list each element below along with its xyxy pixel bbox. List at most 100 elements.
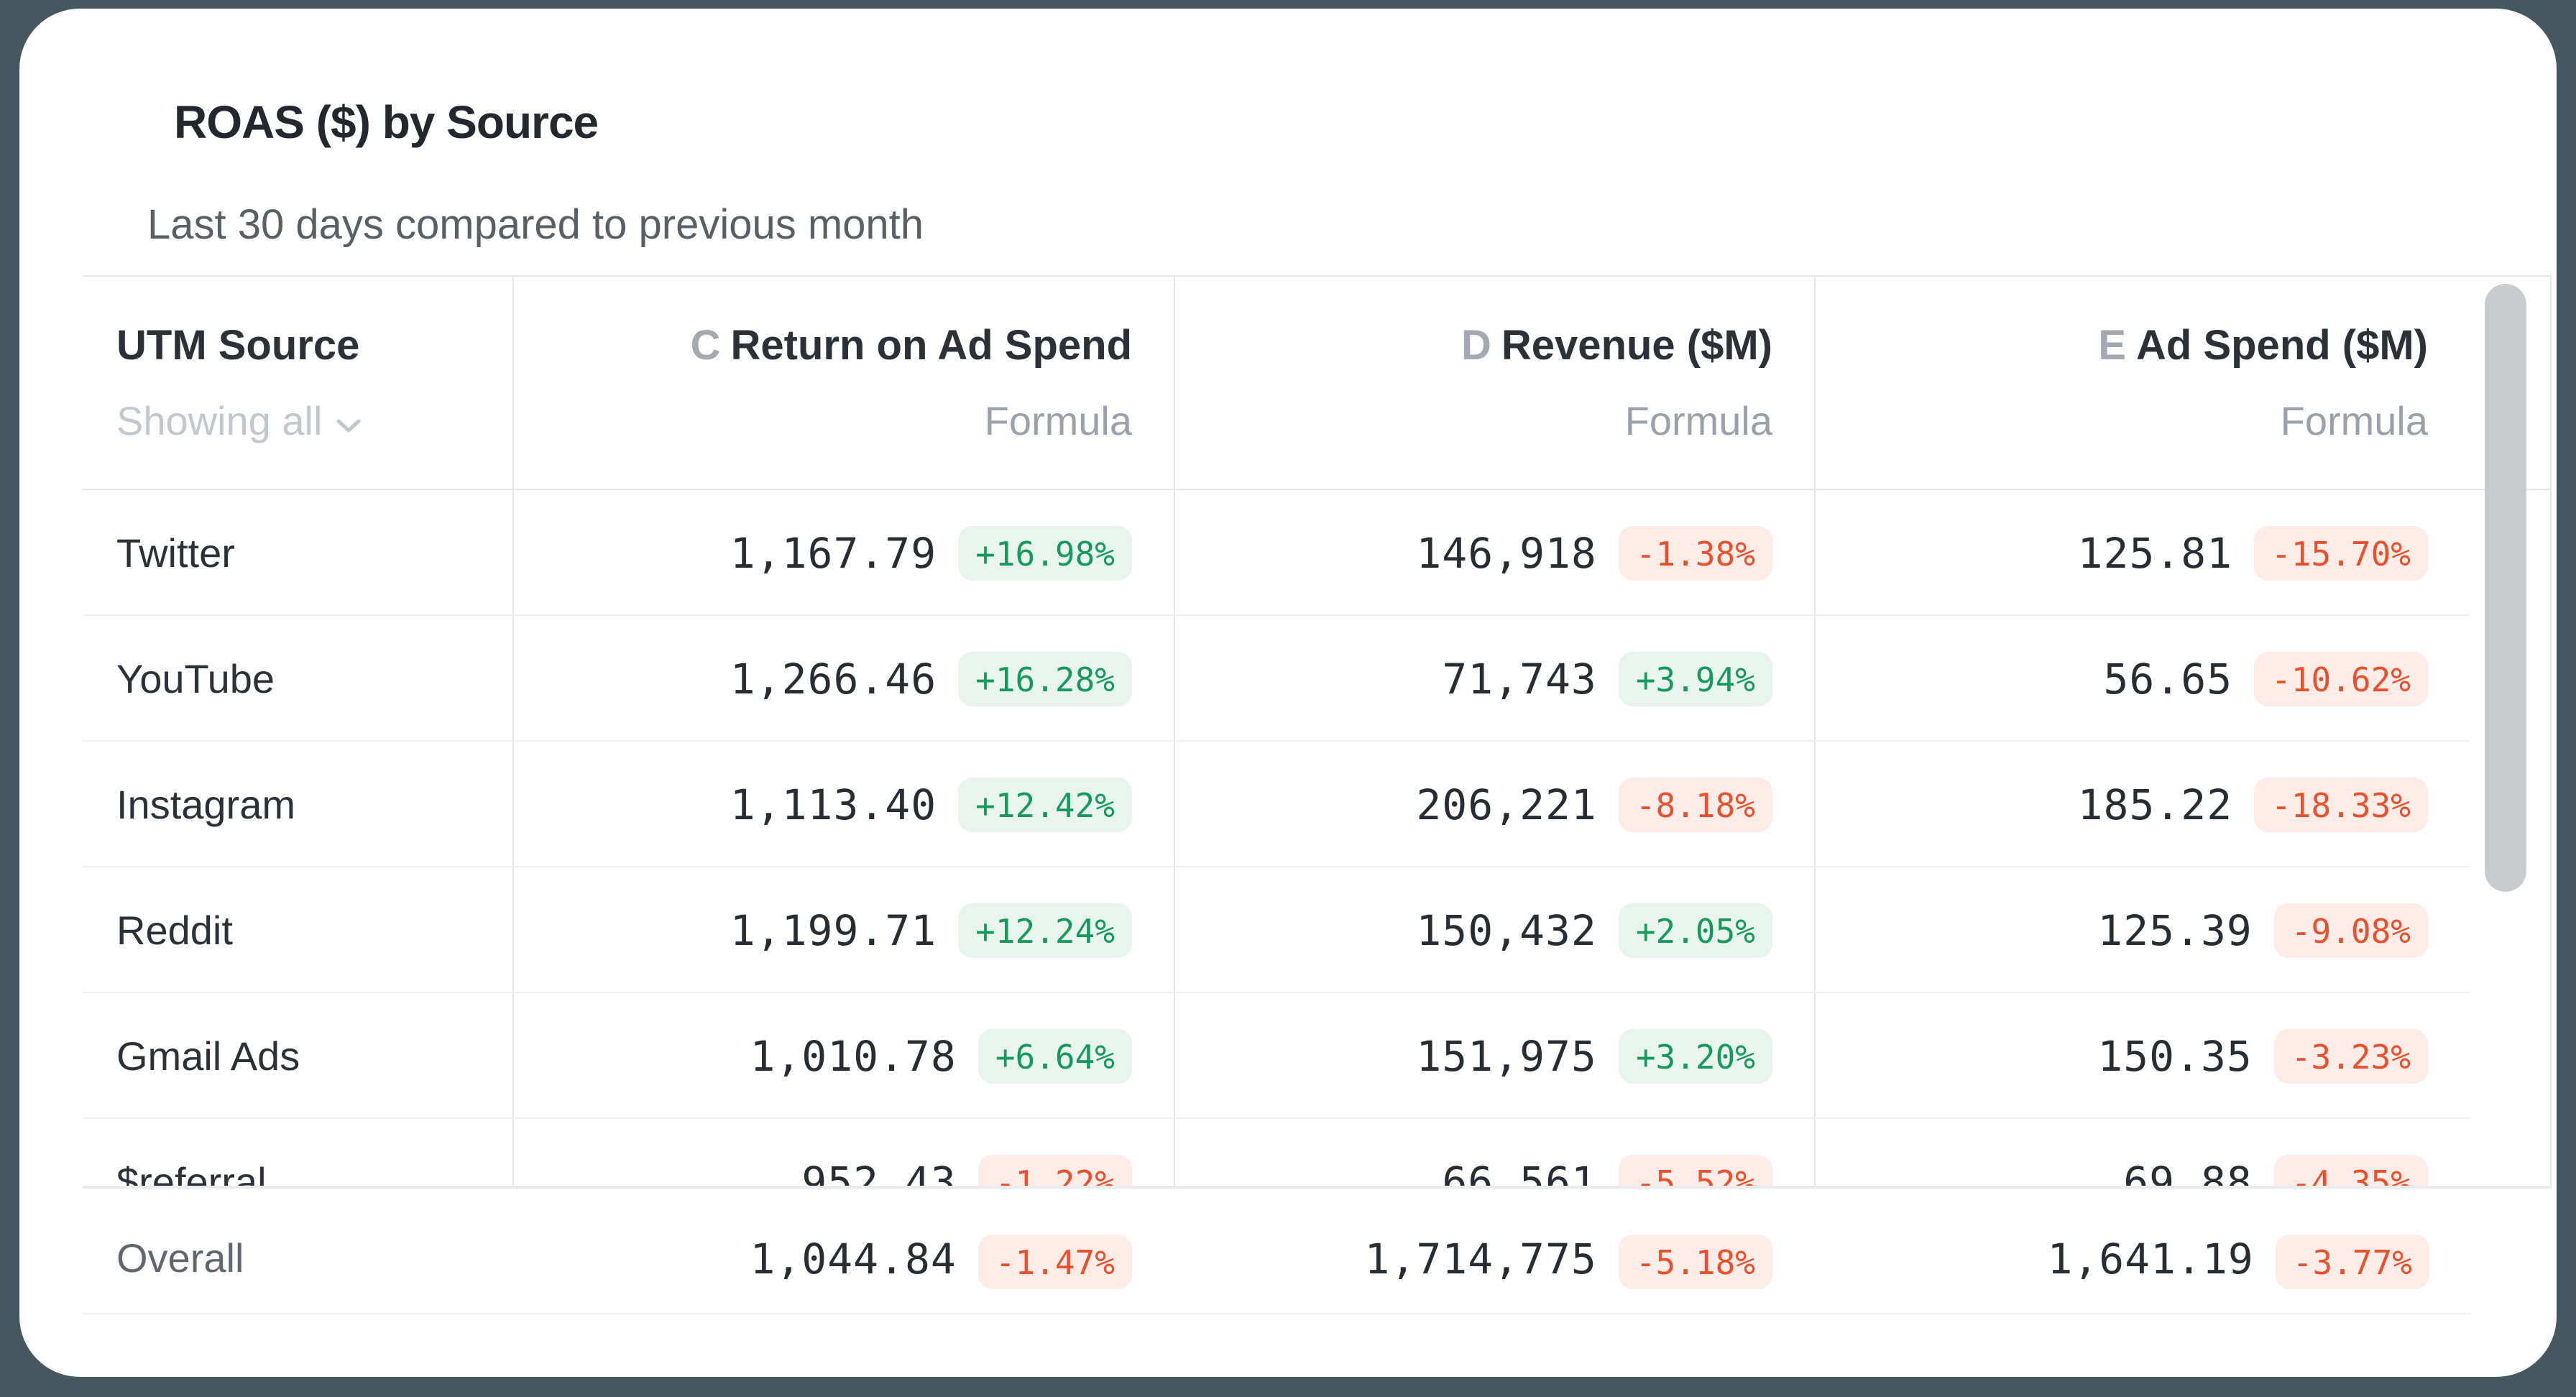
revenue-delta-badge: +3.20%: [1618, 1028, 1772, 1084]
adspend-cell[interactable]: 125.81 -15.70%: [1814, 490, 2550, 616]
adspend-value: 185.22: [2077, 780, 2233, 829]
roas-widget-card: ROAS ($) by Source Last 30 days compared…: [19, 9, 2557, 1377]
roas-cell[interactable]: 1,199.71 +12.24%: [512, 867, 1174, 993]
table-row: Gmail Ads 1,010.78 +6.64% 151,975 +3.20%…: [83, 993, 2550, 1119]
revenue-value: 150,432: [1416, 905, 1597, 955]
revenue-value: 146,918: [1416, 528, 1597, 578]
source-cell[interactable]: $referral: [83, 1119, 512, 1186]
roas-table: UTM Source Showing all C Return on Ad Spe…: [83, 275, 2552, 1314]
revenue-cell[interactable]: 206,221 -8.18%: [1174, 742, 1814, 867]
table-footer: Overall 1,044.84 -1.47% 1,714,775 -5.18%…: [83, 1186, 2552, 1314]
revenue-header-label: D Revenue ($M): [1461, 321, 1772, 369]
revenue-delta-badge: -5.52%: [1618, 1154, 1772, 1186]
adspend-cell[interactable]: 185.22 -18.33%: [1814, 742, 2550, 867]
adspend-formula-label: Formula: [2280, 397, 2428, 443]
adspend-cell[interactable]: 69.88 -4.35%: [1814, 1119, 2550, 1186]
revenue-delta-badge: -5.18%: [1618, 1235, 1772, 1289]
roas-value: 1,010.78: [750, 1031, 957, 1081]
revenue-cell[interactable]: 1,714,775 -5.18%: [1174, 1189, 1814, 1314]
adspend-value: 56.65: [2103, 654, 2233, 704]
source-label: YouTube: [116, 656, 275, 701]
revenue-delta-badge: -8.18%: [1618, 777, 1772, 832]
adspend-value: 1,641.19: [2047, 1235, 2254, 1283]
table-header-row: UTM Source Showing all C Return on Ad Spe…: [83, 275, 2552, 490]
column-header-adspend[interactable]: E Ad Spend ($M) Formula: [1814, 277, 2550, 489]
roas-delta-badge: +6.64%: [978, 1028, 1132, 1084]
source-cell[interactable]: Instagram: [83, 742, 512, 867]
roas-delta-badge: -1.47%: [978, 1235, 1132, 1289]
roas-value: 952.43: [801, 1157, 957, 1186]
roas-value: 1,113.40: [730, 780, 937, 829]
roas-delta-badge: +16.28%: [958, 651, 1132, 706]
revenue-cell[interactable]: 71,743 +3.94%: [1174, 616, 1814, 742]
source-label: $referral: [116, 1159, 267, 1186]
table-row: YouTube 1,266.46 +16.28% 71,743 +3.94% 5…: [83, 616, 2550, 742]
revenue-value: 1,714,775: [1364, 1235, 1597, 1283]
table-row: Twitter 1,167.79 +16.98% 146,918 -1.38% …: [83, 490, 2550, 616]
roas-delta-badge: +12.24%: [958, 903, 1132, 958]
adspend-value: 125.39: [2097, 905, 2253, 955]
column-header-roas[interactable]: C Return on Ad Spend Formula: [512, 277, 1174, 489]
source-cell[interactable]: Overall: [83, 1189, 512, 1314]
roas-cell[interactable]: 1,010.78 +6.64%: [512, 993, 1174, 1119]
source-label: Overall: [116, 1235, 244, 1281]
table-row: $referral 952.43 -1.22% 66,561 -5.52% 69…: [83, 1119, 2550, 1186]
adspend-cell[interactable]: 125.39 -9.08%: [1814, 867, 2550, 993]
column-header-revenue[interactable]: D Revenue ($M) Formula: [1174, 277, 1814, 489]
revenue-cell[interactable]: 146,918 -1.38%: [1174, 490, 1814, 616]
adspend-value: 125.81: [2077, 528, 2233, 578]
adspend-delta-badge: -4.35%: [2273, 1154, 2428, 1186]
revenue-delta-badge: -1.38%: [1618, 525, 1772, 581]
revenue-cell[interactable]: 66,561 -5.52%: [1174, 1119, 1814, 1186]
roas-delta-badge: +12.42%: [958, 777, 1132, 832]
revenue-cell[interactable]: 151,975 +3.20%: [1174, 993, 1814, 1119]
source-filter-dropdown[interactable]: Showing all: [116, 397, 362, 443]
source-cell[interactable]: Reddit: [83, 867, 512, 993]
roas-cell[interactable]: 1,266.46 +16.28%: [512, 616, 1174, 742]
source-label: Instagram: [116, 782, 295, 827]
roas-delta-badge: -1.22%: [978, 1154, 1132, 1186]
adspend-delta-badge: -10.62%: [2254, 651, 2428, 706]
table-row: Instagram 1,113.40 +12.42% 206,221 -8.18…: [83, 742, 2550, 867]
roas-cell[interactable]: 1,044.84 -1.47%: [512, 1189, 1174, 1314]
roas-cell[interactable]: 952.43 -1.22%: [512, 1119, 1174, 1186]
widget-title: ROAS ($) by Source: [174, 96, 599, 148]
adspend-value: 150.35: [2097, 1031, 2253, 1081]
source-label: Twitter: [116, 530, 235, 576]
revenue-delta-badge: +3.94%: [1618, 651, 1772, 706]
chevron-down-icon: [335, 399, 362, 443]
adspend-header-label: E Ad Spend ($M): [2098, 321, 2428, 369]
column-letter-c: C: [690, 321, 721, 369]
column-letter-e: E: [2098, 321, 2127, 369]
source-label: Reddit: [116, 908, 233, 953]
source-cell[interactable]: Twitter: [83, 490, 512, 616]
revenue-cell[interactable]: 150,432 +2.05%: [1174, 867, 1814, 993]
adspend-cell[interactable]: 150.35 -3.23%: [1814, 993, 2550, 1119]
source-cell[interactable]: Gmail Ads: [83, 993, 512, 1119]
revenue-formula-label: Formula: [1624, 397, 1772, 443]
revenue-value: 206,221: [1416, 780, 1597, 829]
adspend-delta-badge: -18.33%: [2254, 777, 2428, 832]
revenue-delta-badge: +2.05%: [1618, 903, 1772, 958]
revenue-value: 66,561: [1442, 1157, 1597, 1186]
widget-subtitle: Last 30 days compared to previous month: [147, 201, 924, 248]
table-body: Twitter 1,167.79 +16.98% 146,918 -1.38% …: [83, 490, 2552, 1186]
adspend-value: 69.88: [2123, 1157, 2253, 1186]
roas-cell[interactable]: 1,113.40 +12.42%: [512, 742, 1174, 867]
table-row: Reddit 1,199.71 +12.24% 150,432 +2.05% 1…: [83, 867, 2550, 993]
adspend-delta-badge: -3.77%: [2275, 1235, 2429, 1289]
adspend-cell[interactable]: 1,641.19 -3.77%: [1814, 1189, 2552, 1314]
adspend-delta-badge: -9.08%: [2273, 903, 2428, 958]
revenue-value: 151,975: [1416, 1031, 1597, 1081]
adspend-cell[interactable]: 56.65 -10.62%: [1814, 616, 2550, 742]
column-header-utm-source[interactable]: UTM Source Showing all: [83, 277, 512, 489]
adspend-delta-badge: -3.23%: [2273, 1028, 2428, 1084]
roas-value: 1,044.84: [750, 1235, 957, 1283]
source-cell[interactable]: YouTube: [83, 616, 512, 742]
roas-cell[interactable]: 1,167.79 +16.98%: [512, 490, 1174, 616]
roas-delta-badge: +16.98%: [958, 525, 1132, 581]
roas-header-label: C Return on Ad Spend: [690, 321, 1132, 369]
vertical-scrollbar-thumb[interactable]: [2485, 284, 2526, 892]
source-filter-label: Showing all: [116, 397, 323, 443]
revenue-value: 71,743: [1442, 654, 1597, 704]
